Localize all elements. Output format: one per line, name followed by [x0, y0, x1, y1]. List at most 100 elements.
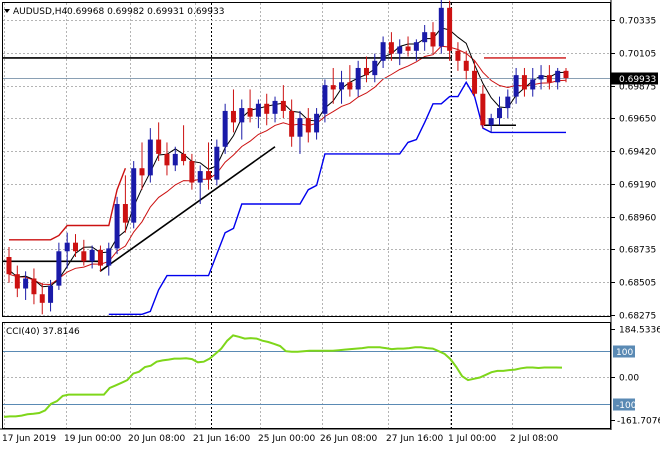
time-tick-label: 2 Jul 08:00 [510, 434, 559, 444]
candle-bear [206, 171, 212, 180]
main-plot-frame [2, 2, 611, 317]
candle-bull [355, 67, 361, 90]
candle-bear [363, 67, 369, 76]
channel-lower-blue [108, 80, 566, 315]
time-tick-label: 27 Jun 16:00 [386, 434, 443, 444]
cci-label: CCI(40) 37.8146 [6, 327, 80, 337]
candle-bull [413, 42, 419, 51]
candle-bear [447, 7, 453, 51]
candle-bear [39, 294, 45, 303]
price-tick-label: 0.70335 [619, 17, 656, 27]
cci-tick-label: -161.7076 [617, 417, 660, 427]
candle-bear [455, 50, 461, 61]
candle-bull [239, 108, 245, 123]
candle-bull [438, 7, 444, 47]
cci-level-box [613, 345, 635, 358]
candle-bull [64, 242, 70, 252]
menu-triangle-icon[interactable] [4, 9, 10, 13]
current-price-box [611, 72, 658, 85]
candle-bear [388, 42, 394, 54]
candle-bull [147, 139, 153, 176]
candle-bull [255, 103, 261, 117]
candle-bull [222, 110, 228, 147]
cci-tick-label: 184.5336 [619, 326, 660, 336]
time-tick-label: 17 Jun 2019 [2, 434, 56, 444]
time-tick-label: 20 Jun 08:00 [128, 434, 185, 444]
cci-tick-label: -100 [616, 401, 637, 411]
candle-bull [89, 249, 95, 262]
candle-bear [563, 70, 569, 78]
candle-bear [463, 60, 469, 71]
candle-bear [405, 46, 411, 51]
candle-bull [314, 113, 320, 133]
candle-bear [289, 110, 295, 137]
time-tick-label: 1 Jul 00:00 [448, 434, 497, 444]
candle-bear [430, 32, 436, 47]
symbol-title: AUDUSD,H4 [13, 7, 68, 17]
candle-bear [521, 75, 527, 90]
price-tick-label: 0.69875 [619, 83, 656, 93]
candle-bear [122, 204, 128, 223]
time-tick-label: 21 Jun 16:00 [193, 434, 250, 444]
candle-bull [530, 79, 536, 90]
time-tick-label: 25 Jun 00:00 [258, 434, 315, 444]
candle-bull [172, 153, 178, 166]
cci-plot-frame [2, 322, 611, 429]
price-tick-label: 0.69650 [619, 115, 656, 125]
candle-bull [114, 204, 120, 249]
price-plot [3, 0, 610, 315]
candle-bull [272, 100, 278, 114]
candle-bear [97, 249, 103, 266]
price-tick-label: 0.69420 [619, 148, 656, 158]
candle-bear [156, 139, 162, 154]
candle-bull [197, 171, 203, 183]
candle-bull [397, 46, 403, 54]
candle-bull [48, 285, 54, 303]
candle-bull [496, 108, 502, 119]
time-tick-label: 26 Jun 08:00 [320, 434, 377, 444]
cci-line [3, 334, 563, 418]
candle-bear [31, 278, 37, 295]
candle-bear [139, 168, 145, 176]
axes: 17 Jun 2019 19 Jun 00:00 20 Jun 08:00 21 Ju… [2, 17, 660, 445]
candle-bull [372, 60, 378, 76]
candle-bear [230, 110, 236, 123]
candle-bear [189, 161, 195, 183]
price-tick-label: 0.68960 [619, 214, 656, 224]
candle-bull [339, 82, 345, 90]
candle-bear [280, 100, 286, 111]
cci-tick-label: 0.00 [619, 374, 639, 384]
candle-bear [181, 153, 187, 162]
candle-bull [322, 85, 328, 114]
candle-bull [214, 146, 220, 180]
candle-bear [73, 242, 79, 252]
candle-bear [472, 70, 478, 94]
candle-bear [546, 75, 552, 83]
price-tick-label: 0.68275 [619, 312, 656, 322]
candle-bear [14, 274, 20, 289]
candle-bull [106, 248, 112, 266]
candle-bull [380, 42, 386, 61]
cci-plot [3, 334, 610, 418]
candle-bull [23, 278, 29, 289]
candle-bull [505, 96, 511, 109]
time-tick-label: 19 Jun 00:00 [64, 434, 121, 444]
price-tick-label: 0.68505 [619, 279, 656, 289]
candle-bull [538, 75, 544, 80]
candle-bear [347, 82, 353, 90]
trendline [99, 146, 276, 272]
price-tick-label: 0.69190 [619, 181, 656, 191]
cci-level-box [613, 398, 635, 411]
candle-bear [480, 93, 486, 126]
candle-bear [247, 108, 253, 117]
candle-bull [488, 118, 494, 126]
current-price-label: 0.69933 [619, 75, 656, 85]
candle-bull [422, 32, 428, 43]
candle-bear [6, 257, 12, 275]
grid [3, 3, 610, 428]
candle-bull [555, 70, 561, 83]
candle-bear [81, 251, 87, 262]
candle-bear [164, 153, 170, 166]
